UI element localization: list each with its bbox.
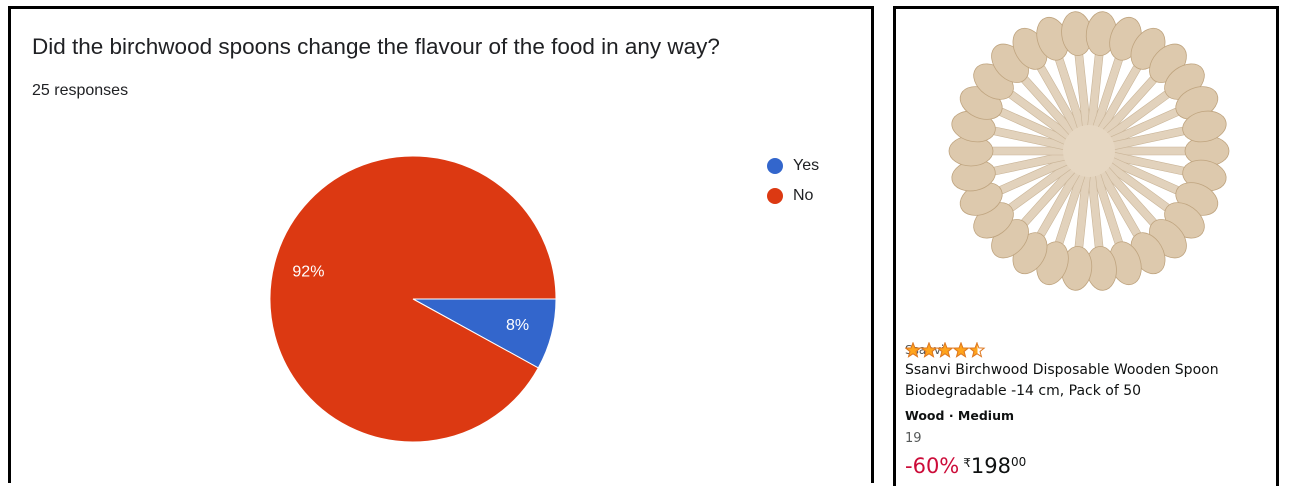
- legend-label: Yes: [793, 157, 819, 174]
- slice-label: 8%: [506, 317, 529, 334]
- pie-slice: [269, 155, 557, 443]
- star: [936, 342, 954, 358]
- spoon: [1061, 170, 1093, 291]
- discount: -60%: [905, 454, 960, 478]
- rating-count: 19: [905, 430, 922, 446]
- star: [952, 342, 970, 358]
- spoon: [1106, 156, 1219, 216]
- star: [968, 342, 978, 358]
- price: -60% ₹ 198 00: [905, 453, 1265, 479]
- legend: Yes No: [767, 157, 819, 204]
- spoon: [1108, 135, 1230, 167]
- product-card[interactable]: Ssanvi Ssanvi Birchwood Disposable Woode…: [893, 6, 1279, 486]
- slice-label: 92%: [292, 263, 324, 280]
- star-fill: [905, 342, 978, 358]
- chart-panel: Did the birchwood spoons change the flav…: [8, 6, 874, 483]
- legend-label: No: [793, 187, 814, 204]
- attributes: Wood · Medium: [905, 408, 1014, 423]
- product-title[interactable]: Ssanvi Birchwood Disposable Wooden Spoon…: [905, 362, 1219, 399]
- legend-swatch: [767, 188, 783, 204]
- product-image: [948, 11, 1230, 291]
- product-info: Ssanvi Ssanvi Birchwood Disposable Woode…: [905, 342, 1265, 479]
- price-fraction: 00: [1011, 455, 1027, 469]
- spoon-center: [1063, 125, 1115, 177]
- star: [905, 342, 922, 358]
- chart-subtitle: 25 responses: [32, 82, 128, 99]
- spoon: [948, 135, 1070, 167]
- spoon-bowl: [1182, 110, 1227, 143]
- spoon: [1108, 110, 1227, 151]
- currency: ₹: [963, 456, 971, 470]
- legend-swatch: [767, 158, 783, 174]
- pie-group: 8% 92%: [269, 155, 557, 443]
- chart-title: Did the birchwood spoons change the flav…: [32, 34, 720, 59]
- spoon: [1061, 11, 1093, 132]
- stars: [905, 342, 986, 358]
- rating[interactable]: 19: [905, 342, 1265, 449]
- star: [920, 342, 938, 358]
- price-whole: 198: [970, 454, 1011, 478]
